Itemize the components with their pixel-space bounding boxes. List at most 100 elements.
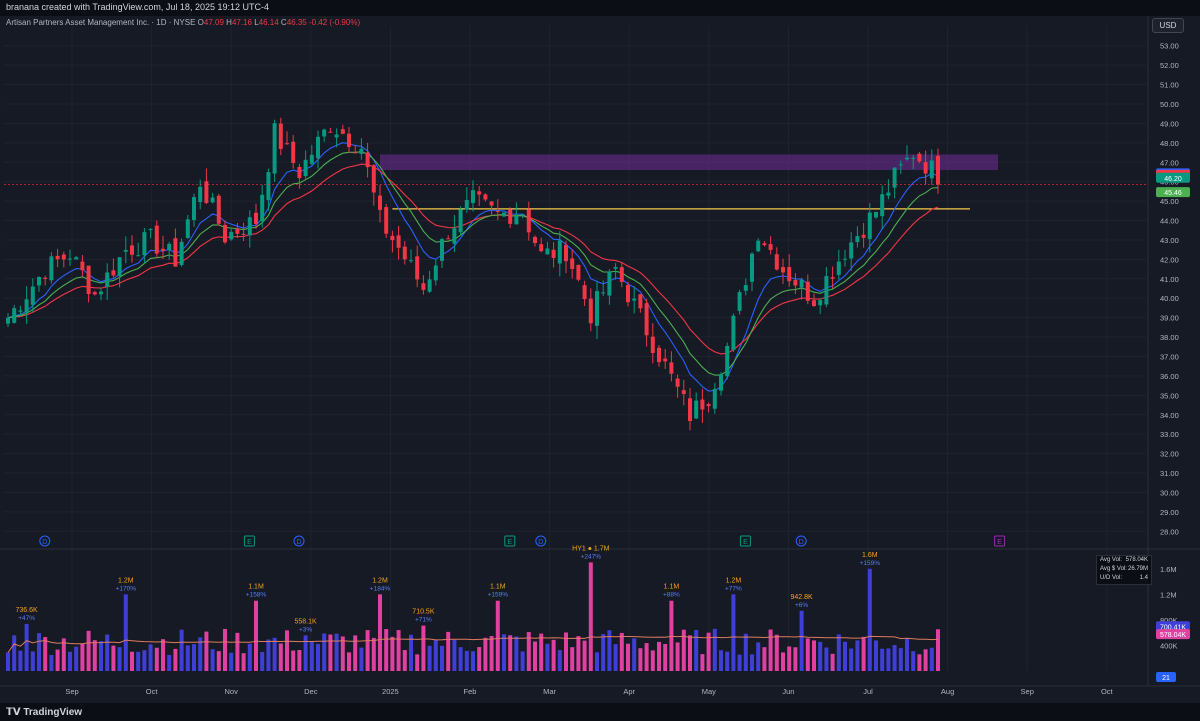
candle-body [161,248,165,251]
candle-body [210,197,215,203]
candle-body [818,300,823,306]
volume-bar [334,633,339,671]
volume-bar [30,651,35,671]
volume-bar [192,644,196,671]
time-tick-label: Oct [146,687,159,696]
volume-bar [818,641,823,671]
close-label: C [280,18,287,27]
volume-bar [638,648,643,671]
volume-bar [167,654,172,671]
candle-body [706,404,711,407]
volume-bar [495,600,500,671]
dividend-marker-label: D [296,539,301,546]
volume-spike-label: 942.8K [791,594,814,601]
volume-bar [111,645,116,671]
volume-bar [18,650,23,671]
tradingview-logo[interactable]: 𝗧𝗩 TradingView [6,707,83,718]
tradingview-logo-icon: 𝗧𝗩 [6,707,24,718]
volume-bar [68,651,72,671]
volume-bar [867,568,872,671]
volume-spike-label: 1.1M [664,584,680,591]
price-tick-label: 42.00 [1160,255,1179,264]
price-tick-label: 45.00 [1160,197,1179,206]
candle-body [396,235,401,248]
candle-body [37,277,41,286]
volume-bar [843,641,847,671]
volume-bar [743,633,748,671]
volume-bar [99,641,103,671]
volume-bar [241,653,246,671]
volume-bar [216,651,221,671]
volume-bar [774,634,779,671]
volume-info-row: Avg Vol: 578.04K [1100,557,1148,563]
volume-spike-label: 558.1K [295,618,318,625]
high-label: H [226,18,232,27]
candle-body [613,267,618,269]
candle-body [861,234,866,238]
volume-bar [489,636,494,671]
volume-spike-label: HY1 ● 1.7M [572,545,609,552]
volume-bar [830,653,835,671]
price-tick-label: 35.00 [1160,391,1179,400]
footer-bar: 𝗧𝗩 TradingView [0,703,1200,721]
candle-body [235,228,240,234]
volume-bar [80,643,85,671]
volume-bar [440,645,444,671]
volume-bar [626,643,630,671]
volume-bar [204,631,209,671]
volume-bar [551,639,556,671]
candle-body [892,167,897,188]
volume-bar [508,635,513,671]
candle-body [24,299,29,313]
candle-body [762,243,767,246]
credit-bar: branana created with TradingView.com, Ju… [0,0,1200,16]
volume-bar [353,635,358,671]
volume-bar [92,640,97,671]
chart-area[interactable]: 53.0052.0051.0050.0049.0048.0047.0046.00… [0,16,1200,703]
time-tick-label: Feb [464,687,477,696]
volume-bar [706,632,711,671]
open-label: O [197,18,204,27]
candle-body [452,228,457,244]
volume-bar [582,640,587,671]
volume-bar [6,652,10,671]
volume-bar [675,642,680,671]
open-value: 47.09 [203,18,224,27]
volume-bar [700,654,705,671]
candle-body [316,136,320,159]
price-label-text: 45.46 [1164,190,1182,197]
volume-bar [805,638,810,671]
candle-body [334,134,339,138]
volume-bar [185,645,190,671]
volume-bar [836,634,841,671]
candle-body [917,153,922,162]
dividend-marker-label: D [42,539,47,546]
time-tick-label: Jun [782,687,794,696]
volume-bar [619,632,624,671]
volume-bar [936,629,940,671]
volume-bar [309,641,314,671]
candle-body [223,224,227,243]
volume-bar [86,630,91,671]
candle-body [626,285,630,303]
volume-spike-pct: +88% [663,592,680,599]
currency-button[interactable]: USD [1152,18,1184,33]
volume-bar [43,637,48,671]
volume-bar [861,636,866,671]
candle-body [793,279,798,286]
candle-body [520,214,525,216]
volume-value-box [1156,621,1190,632]
candle-body [99,291,103,295]
candle-body [297,166,302,179]
price-tick-label: 49.00 [1160,119,1179,128]
price-chart[interactable]: 53.0052.0051.0050.0049.0048.0047.0046.00… [0,16,1200,703]
candle-body [874,211,878,218]
candle-body [483,194,488,200]
price-tick-label: 34.00 [1160,411,1179,420]
earnings-marker-label: E [507,539,512,546]
volume-bar [756,642,761,671]
candle-body [142,232,147,256]
candle-body [495,211,500,213]
candle-body [347,133,351,147]
volume-spike-label: 1.6M [862,552,878,559]
